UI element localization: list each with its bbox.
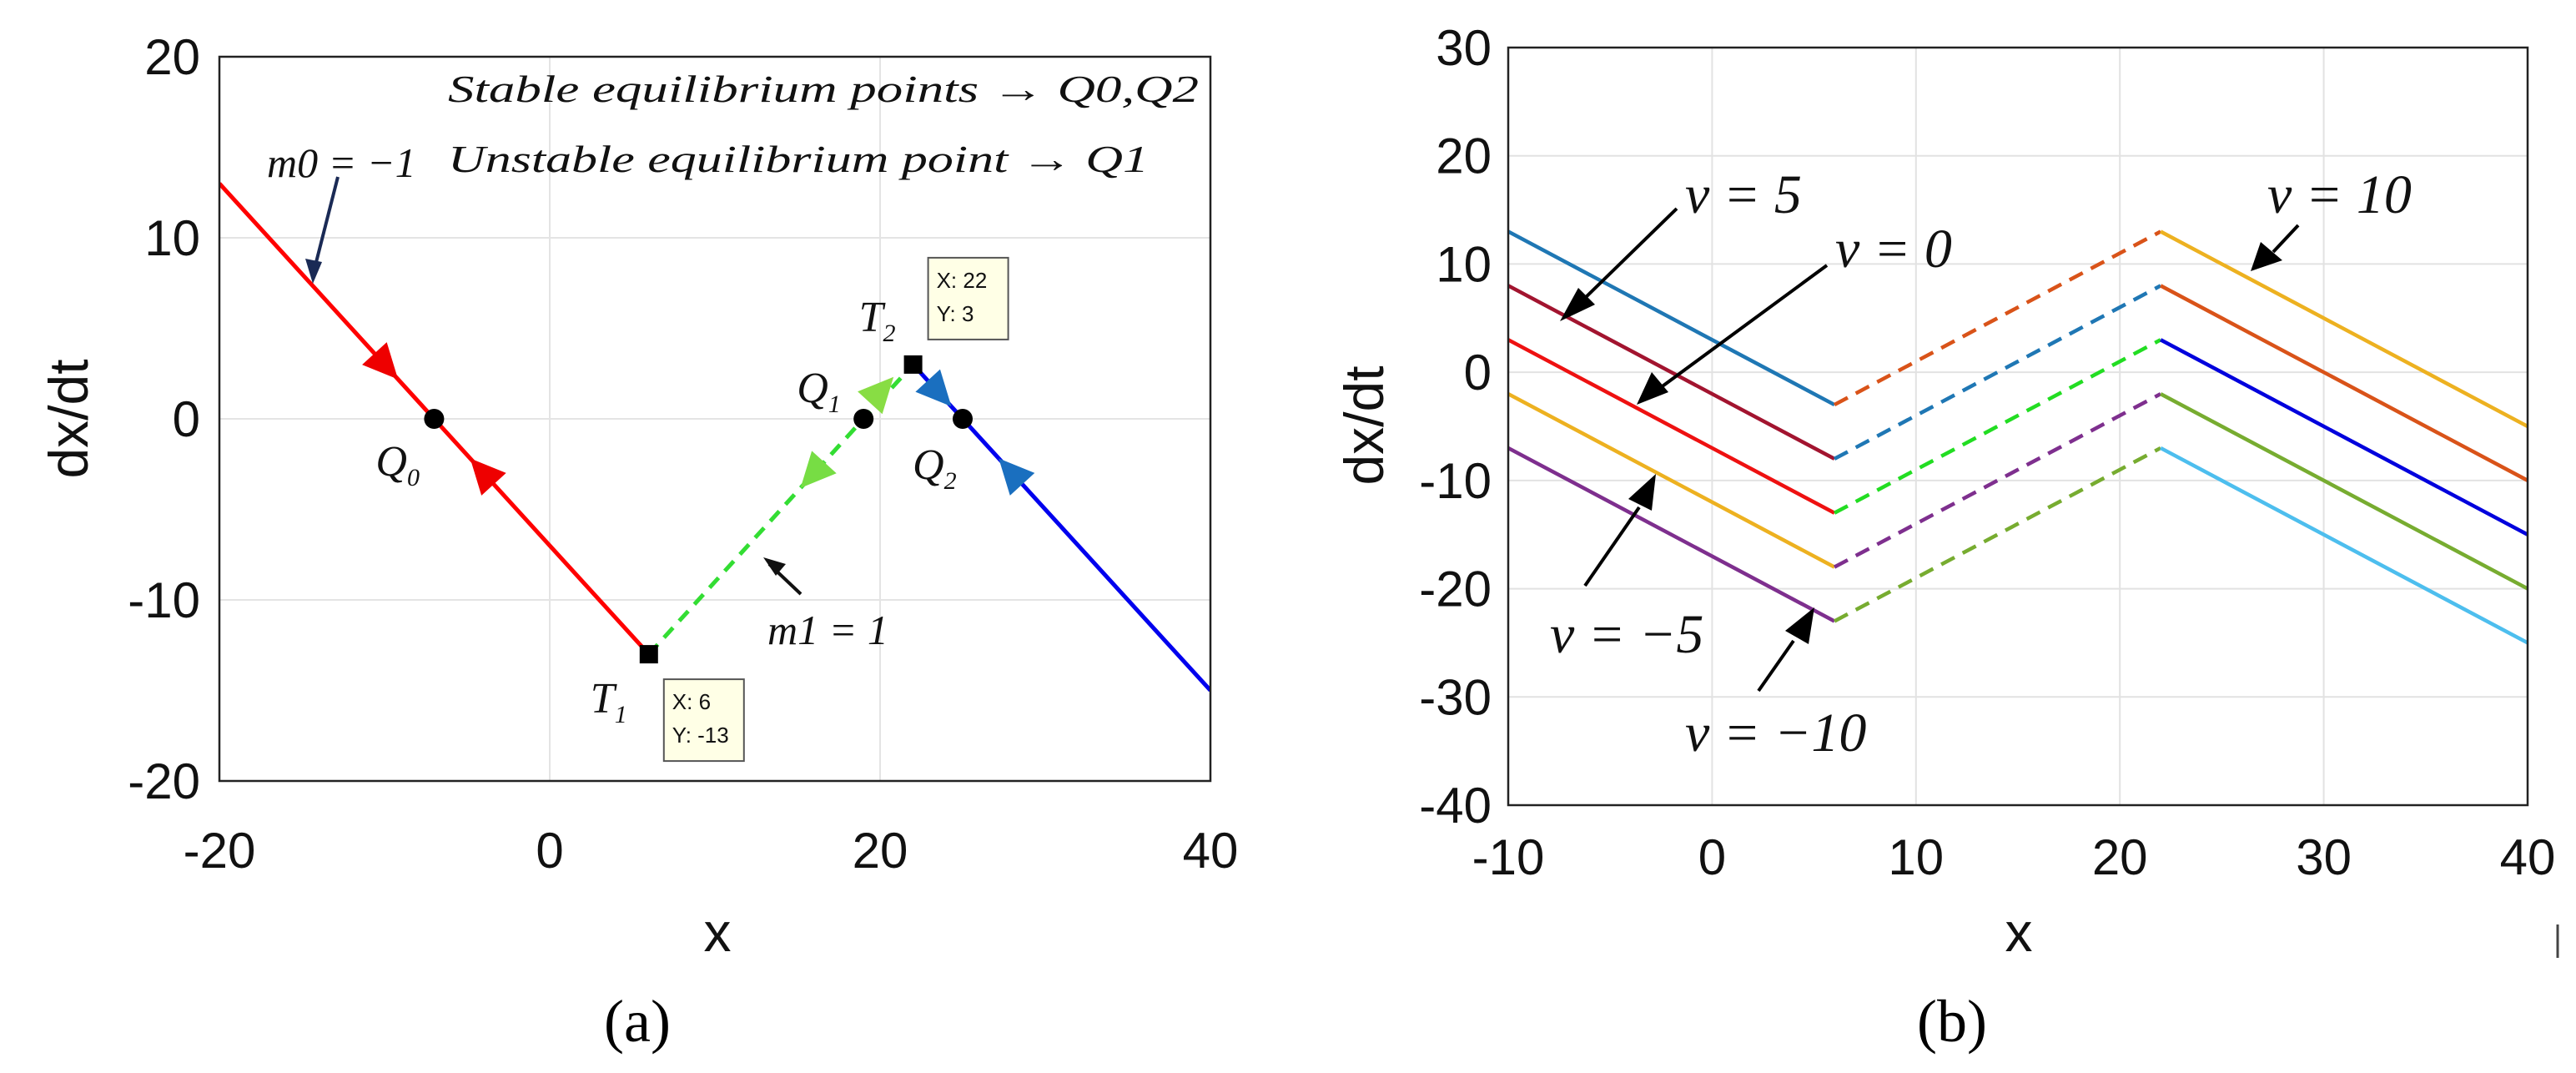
slope-m0-label: m0 = −1 [267,139,416,186]
series-v-15-segment-2 [2160,446,2528,645]
label-v5: v = 5 [1685,164,1802,225]
arrowhead-v5 [1560,288,1595,321]
label-v10: v = 10 [2267,164,2412,225]
series-v0-segment-1 [1833,284,2162,461]
arrowhead-v10 [2251,242,2282,271]
y-tick-label: -10 [1419,453,1492,509]
y-tick-label: 20 [144,29,200,85]
equilibrium-point-q2 [953,409,973,429]
equilibrium-point-q1 [853,409,874,429]
tick-labels-b: -10 0 10 20 30 40 -40 -30 -20 -10 0 10 20 30 [1419,20,2555,885]
y-axis-label-a: dx/dt [38,359,99,478]
datatip-label-t1: T1 [591,675,627,728]
series-v5-segment-0 [1508,229,1836,407]
direction-arrows [362,342,1035,496]
arrowhead-v0 [1637,372,1668,405]
arrow-vminus10 [1757,639,1795,693]
datatip-marker-t2 [903,355,923,374]
series-v0-segment-0 [1508,284,1836,461]
direction-arrow-2 [800,451,837,488]
y-tick-label: -20 [128,753,200,809]
x-tick-label: -20 [184,823,256,879]
datatip-box-t2 [927,256,1009,340]
m0-arrowhead [305,259,322,284]
direction-arrow-1 [470,458,506,496]
x-tick-label: -10 [1472,829,1545,885]
panel-a: -20 0 20 40 -20 -10 0 10 20 x dx/dt (a) Stable e… [38,29,1238,1055]
y-tick-label: 0 [173,391,200,447]
label-arrows [1560,207,2300,693]
series-v-5-segment-1 [1833,338,2162,515]
datatip-box-t1 [662,678,745,763]
datatip-y-t2: Y: 3 [937,301,974,326]
slope-m1-label: m1 = 1 [767,607,888,653]
x-axis-label-a: x [704,901,732,963]
y-tick-label: -40 [1419,778,1492,834]
series-v5-segment-1 [1833,229,2162,407]
y-tick-label: -10 [128,572,200,628]
x-tick-label: 0 [536,823,563,879]
y-tick-label: 30 [1436,20,1492,76]
x-axis-label-b: x [2005,901,2033,963]
series-v-5-segment-0 [1508,338,1836,515]
direction-arrow-3 [858,376,894,415]
tick-labels-a: -20 0 20 40 -20 -10 0 10 20 [128,29,1238,879]
y-tick-label: 0 [1464,345,1492,400]
direction-arrow-4 [915,369,952,407]
series-v5-segment-2 [2160,229,2528,428]
axes-box-b [1507,46,2529,807]
unstable-annotation: Unstable equilibrium point → Q1 [448,138,1149,180]
y-axis-label-b: dx/dt [1333,365,1395,485]
arrow-v5 [1579,207,1678,304]
y-tick-label: 10 [1436,236,1492,292]
series-v-10-segment-1 [1833,392,2162,569]
panel-label-b: (b) [1917,988,1987,1055]
equilibrium-point-q0 [424,409,445,429]
y-tick-label: -20 [1419,562,1492,617]
series-v-15-segment-0 [1508,446,1836,623]
series-v-5-segment-2 [2160,338,2528,536]
y-tick-label: -30 [1419,669,1492,725]
axes-box-a [218,55,1212,783]
plot-area-b [1508,48,2528,805]
arrow-v10 [2272,224,2300,254]
arrowhead-vminus10 [1785,607,1814,644]
m1-arrowhead [763,557,786,576]
label-v0: v = 0 [1835,219,1952,280]
datatip-x-t1: X: 6 [672,689,711,714]
datatip-x-t2: X: 22 [937,268,988,293]
x-tick-label: 20 [853,823,908,879]
x-tick-label: 20 [2092,829,2148,885]
y-tick-label: 10 [144,210,200,266]
datatip-marker-t1 [639,645,658,664]
x-tick-label: 30 [2296,829,2352,885]
label-vminus5: v = −5 [1550,604,1703,665]
series-b [1508,229,2528,645]
x-tick-label: 0 [1698,829,1726,885]
series-v-10-segment-0 [1508,392,1836,569]
arrow-v0 [1658,264,1829,390]
arrowhead-vminus5 [1628,474,1656,511]
label-vminus10: v = −10 [1685,703,1866,763]
direction-arrow-0 [362,342,399,380]
arrow-vminus5 [1583,506,1641,587]
x-tick-label: 40 [2500,829,2556,885]
panel-label-a: (a) [604,988,671,1055]
datatip-y-t1: Y: -13 [672,723,729,748]
x-tick-label: 40 [1183,823,1239,879]
series-v-15-segment-1 [1833,446,2162,623]
series-v0-segment-2 [2160,284,2528,482]
x-tick-label: 10 [1888,829,1944,885]
series-v-10-segment-2 [2160,392,2528,591]
equilibrium-label-q1: Q1 [797,365,841,418]
direction-arrow-5 [999,458,1035,496]
m0-arrow [311,176,340,276]
stable-annotation: Stable equilibrium points → Q0,Q2 [448,68,1199,110]
y-tick-label: 20 [1436,128,1492,184]
